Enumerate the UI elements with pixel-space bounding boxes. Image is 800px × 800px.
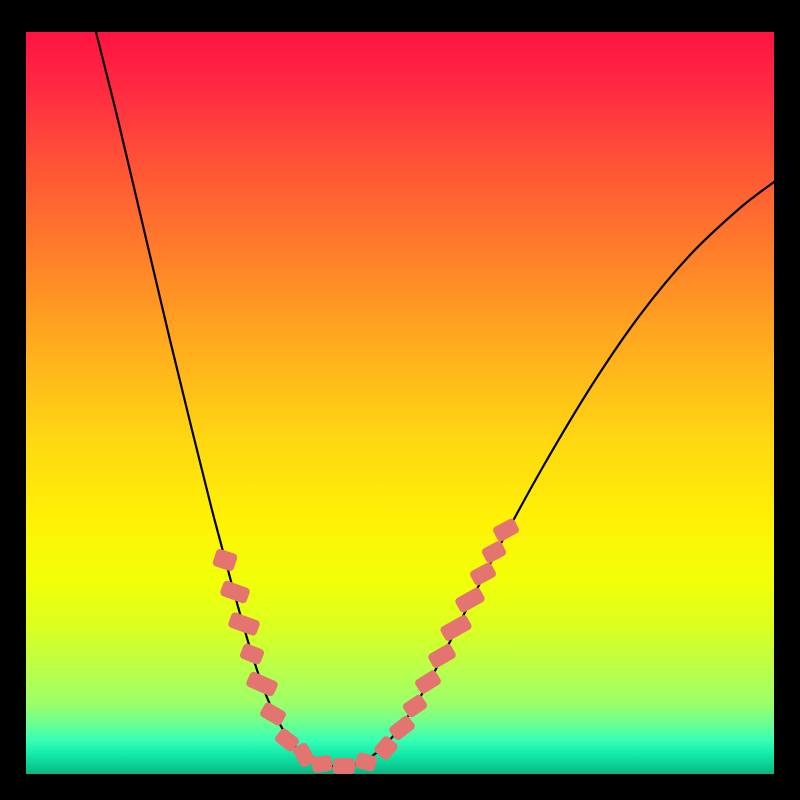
frame-mask-top xyxy=(0,0,800,32)
frame-mask-top xyxy=(0,0,26,800)
curve-marker xyxy=(333,758,355,774)
chart-svg xyxy=(0,0,800,800)
frame-mask-top xyxy=(774,0,800,800)
chart-container: TheBottleneck.com xyxy=(0,0,800,800)
plot-gradient-area xyxy=(26,32,774,774)
frame-mask-top xyxy=(0,774,800,800)
curve-marker xyxy=(311,755,333,774)
